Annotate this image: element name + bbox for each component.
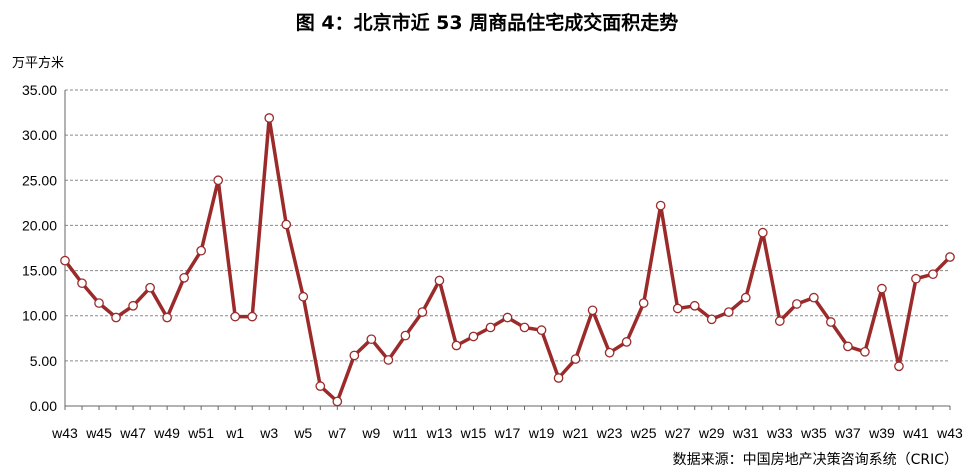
- x-tick-label: w27: [664, 425, 691, 441]
- x-tick-label: w9: [361, 425, 380, 441]
- data-point: [826, 317, 836, 327]
- data-point: [740, 292, 751, 303]
- x-axis-ticks: w43 w45 w47 w49 w51 w1 w3 w5 w7 w9 w11 w13 w15 w17 w19…: [51, 406, 963, 441]
- data-point: [877, 283, 887, 294]
- y-tick-label: 25.00: [22, 172, 57, 188]
- data-point: [145, 282, 155, 293]
- data-point: [349, 350, 360, 361]
- x-tick-label: w47: [119, 425, 146, 441]
- y-axis-ticks: 0.00 5.00 10.00 15.00 20.00 25.00 30.00 35.00: [22, 82, 57, 414]
- data-point: [672, 303, 683, 314]
- data-point: [281, 219, 292, 230]
- data-point: [332, 396, 343, 407]
- data-point: [689, 300, 700, 311]
- data-point: [808, 292, 819, 303]
- x-tick-label: w43: [51, 425, 78, 441]
- data-point: [128, 300, 138, 311]
- data-point: [60, 255, 70, 266]
- data-point: [638, 298, 649, 308]
- x-tick-label: w5: [293, 425, 312, 441]
- data-point: [587, 305, 598, 316]
- y-tick-label: 30.00: [22, 127, 57, 143]
- data-point: [928, 269, 938, 280]
- x-tick-label: w45: [85, 425, 112, 441]
- data-source-note: 数据来源：中国房地产决策咨询系统（CRIC）: [672, 452, 958, 468]
- data-point: [519, 322, 530, 333]
- data-point: [502, 312, 513, 323]
- x-tick-label: w33: [766, 425, 793, 441]
- x-tick-label: w25: [630, 425, 657, 441]
- data-point: [536, 325, 547, 336]
- data-point: [315, 381, 326, 391]
- x-tick-label: w15: [460, 425, 487, 441]
- data-point: [604, 347, 615, 358]
- data-point: [451, 340, 462, 351]
- x-tick-label: w23: [596, 425, 623, 441]
- x-tick-label: w3: [259, 425, 278, 441]
- data-points: [60, 113, 955, 407]
- data-point: [196, 245, 207, 256]
- x-tick-label: w41: [902, 425, 929, 441]
- data-point: [894, 361, 904, 372]
- x-tick-label: w49: [153, 425, 180, 441]
- data-point: [655, 200, 666, 211]
- y-axis-unit-label: 万平方米: [12, 56, 65, 71]
- data-point: [723, 307, 734, 317]
- data-point: [111, 312, 121, 323]
- x-tick-label: w51: [187, 425, 214, 441]
- data-point: [621, 337, 632, 347]
- data-point: [706, 314, 717, 325]
- x-tick-label: w1: [225, 425, 244, 441]
- series-line: [63, 116, 952, 404]
- data-point: [366, 334, 377, 345]
- data-point: [434, 275, 445, 286]
- data-point: [553, 373, 564, 383]
- x-tick-label: w7: [327, 425, 346, 441]
- data-point: [757, 227, 768, 238]
- data-point: [298, 291, 309, 302]
- data-point: [945, 252, 955, 262]
- x-tick-label: w39: [868, 425, 895, 441]
- x-tick-label: w31: [732, 425, 759, 441]
- data-point: [77, 278, 87, 289]
- data-point: [485, 322, 496, 333]
- y-tick-label: 5.00: [30, 353, 57, 369]
- data-point: [468, 331, 479, 342]
- gridlines: [65, 89, 950, 362]
- data-point: [860, 346, 870, 357]
- x-tick-label: w35: [800, 425, 827, 441]
- x-tick-label: w19: [528, 425, 555, 441]
- data-point: [162, 312, 172, 323]
- chart-title: 图 4：北京市近 53 周商品住宅成交面积走势: [295, 12, 679, 34]
- y-tick-label: 10.00: [22, 308, 57, 324]
- data-point: [911, 273, 921, 284]
- x-tick-label: w29: [698, 425, 725, 441]
- data-point: [791, 299, 802, 309]
- data-point: [213, 175, 224, 186]
- x-tick-label: w13: [426, 425, 453, 441]
- data-point: [264, 113, 275, 123]
- y-tick-label: 0.00: [30, 398, 57, 414]
- data-point: [570, 354, 581, 364]
- x-tick-label: w43: [936, 425, 963, 441]
- data-point: [383, 355, 394, 365]
- data-point: [179, 272, 189, 283]
- data-point: [843, 341, 853, 352]
- data-point: [230, 311, 241, 322]
- x-tick-label: w37: [834, 425, 861, 441]
- data-point: [94, 298, 104, 308]
- data-point: [247, 311, 258, 322]
- y-tick-label: 15.00: [22, 263, 57, 279]
- y-tick-label: 35.00: [22, 82, 57, 98]
- x-tick-label: w11: [392, 425, 418, 441]
- x-tick-label: w17: [494, 425, 521, 441]
- data-point: [774, 316, 785, 326]
- y-tick-label: 20.00: [22, 217, 57, 233]
- x-tick-label: w21: [562, 425, 589, 441]
- data-point: [400, 330, 411, 341]
- data-point: [417, 307, 428, 317]
